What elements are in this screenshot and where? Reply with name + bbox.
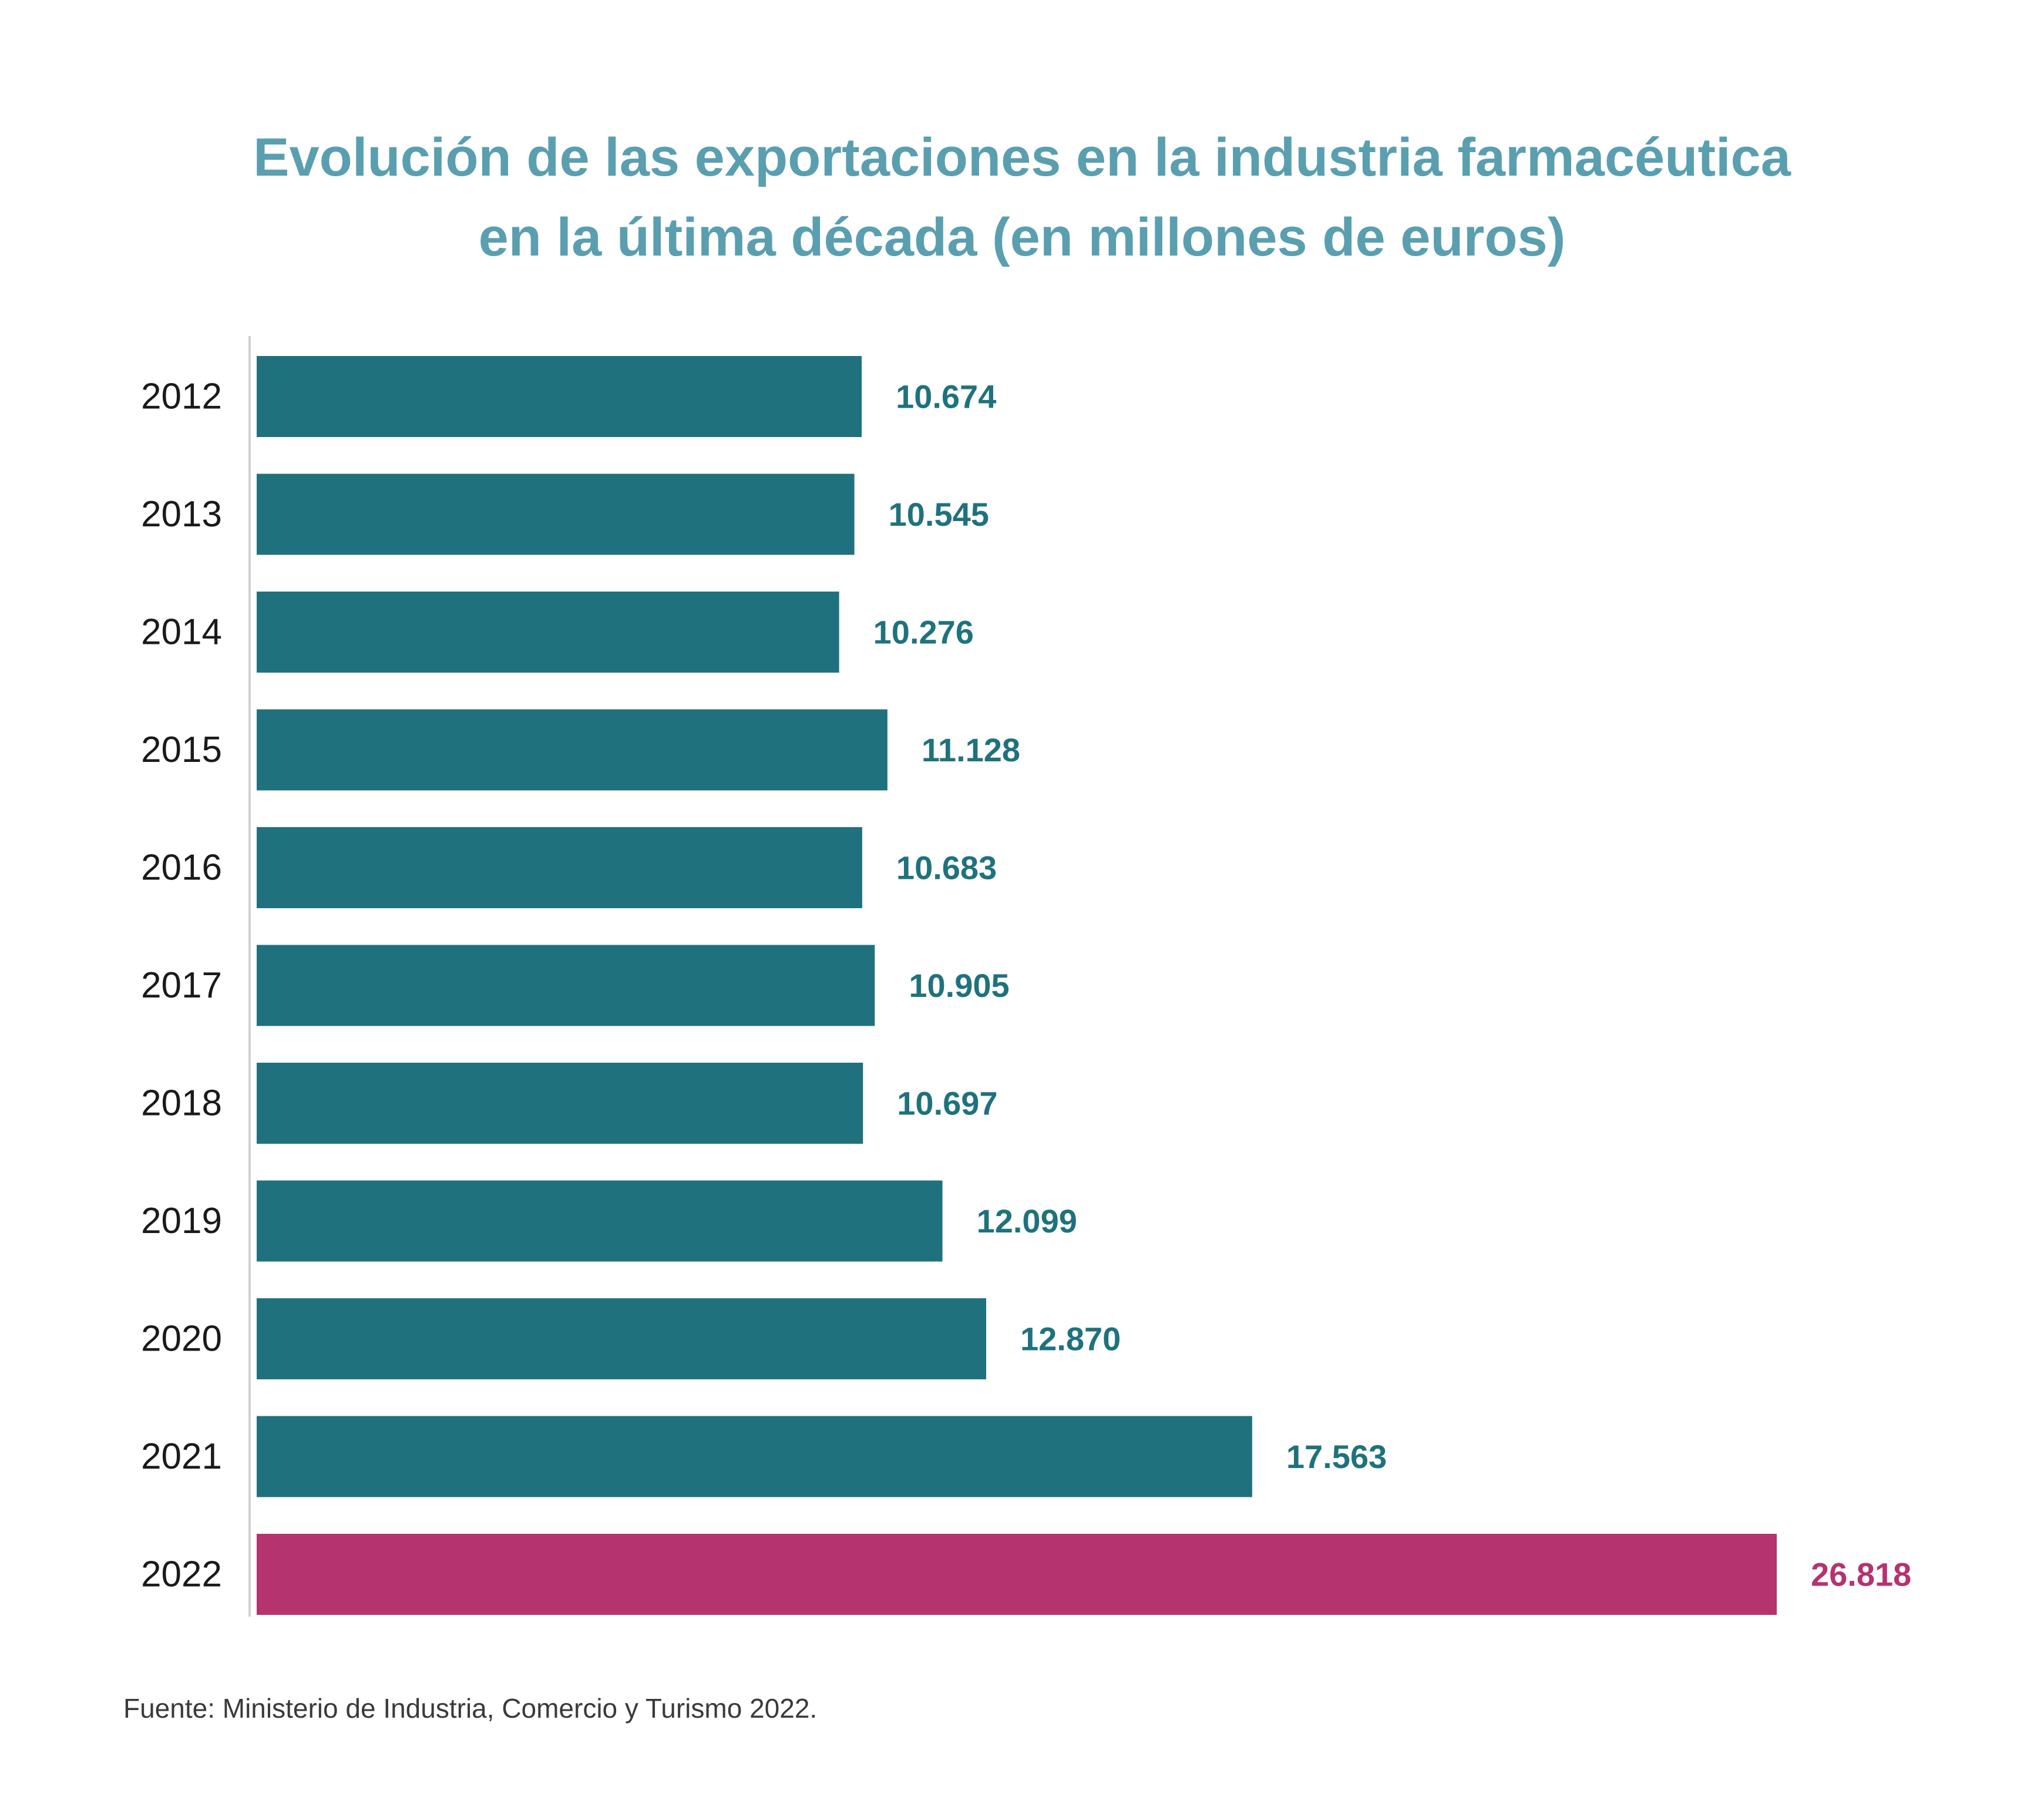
y-tick-label-2022: 2022	[141, 1554, 222, 1595]
y-tick-label-2021: 2021	[141, 1436, 222, 1477]
bar-2012	[257, 356, 862, 437]
chart-title-line-1: Evolución de las exportaciones en la ind…	[253, 127, 1791, 187]
data-label-2015: 11.128	[922, 731, 1020, 768]
data-label-2019: 12.099	[977, 1203, 1077, 1240]
data-label-2018: 10.697	[897, 1085, 997, 1122]
y-tick-label-2013: 2013	[141, 494, 222, 535]
data-label-2014: 10.276	[873, 614, 974, 651]
bar-2017	[257, 945, 875, 1026]
bar-2019	[257, 1180, 943, 1262]
bar-2013	[257, 473, 855, 555]
y-tick-label-2017: 2017	[141, 965, 222, 1006]
data-label-2016: 10.683	[896, 849, 997, 886]
data-label-2012: 10.674	[896, 378, 996, 415]
bar-2018	[257, 1063, 863, 1144]
source-note: Fuente: Ministerio de Industria, Comerci…	[123, 1693, 818, 1724]
bar-2020	[257, 1298, 986, 1379]
chart-title-line-2: en la última década (en millones de euro…	[478, 207, 1566, 267]
data-label-2013: 10.545	[889, 496, 989, 533]
data-label-2022: 26.818	[1811, 1556, 1911, 1593]
y-tick-label-2012: 2012	[141, 377, 222, 417]
chart-title: Evolución de las exportaciones en la ind…	[0, 117, 2044, 277]
bar-2014	[257, 592, 839, 673]
bar-2021	[257, 1416, 1252, 1497]
y-tick-label-2015: 2015	[141, 730, 222, 770]
data-label-2021: 17.563	[1286, 1438, 1387, 1475]
y-tick-label-2018: 2018	[141, 1083, 222, 1124]
y-tick-label-2014: 2014	[141, 612, 222, 653]
y-tick-label-2019: 2019	[141, 1201, 222, 1241]
y-tick-label-2016: 2016	[141, 848, 222, 888]
y-tick-label-2020: 2020	[141, 1319, 222, 1359]
data-label-2020: 12.870	[1020, 1321, 1121, 1358]
data-label-2017: 10.905	[909, 967, 1009, 1004]
bar-2015	[257, 709, 887, 791]
bar-2022	[257, 1534, 1777, 1615]
bar-2016	[257, 827, 862, 908]
